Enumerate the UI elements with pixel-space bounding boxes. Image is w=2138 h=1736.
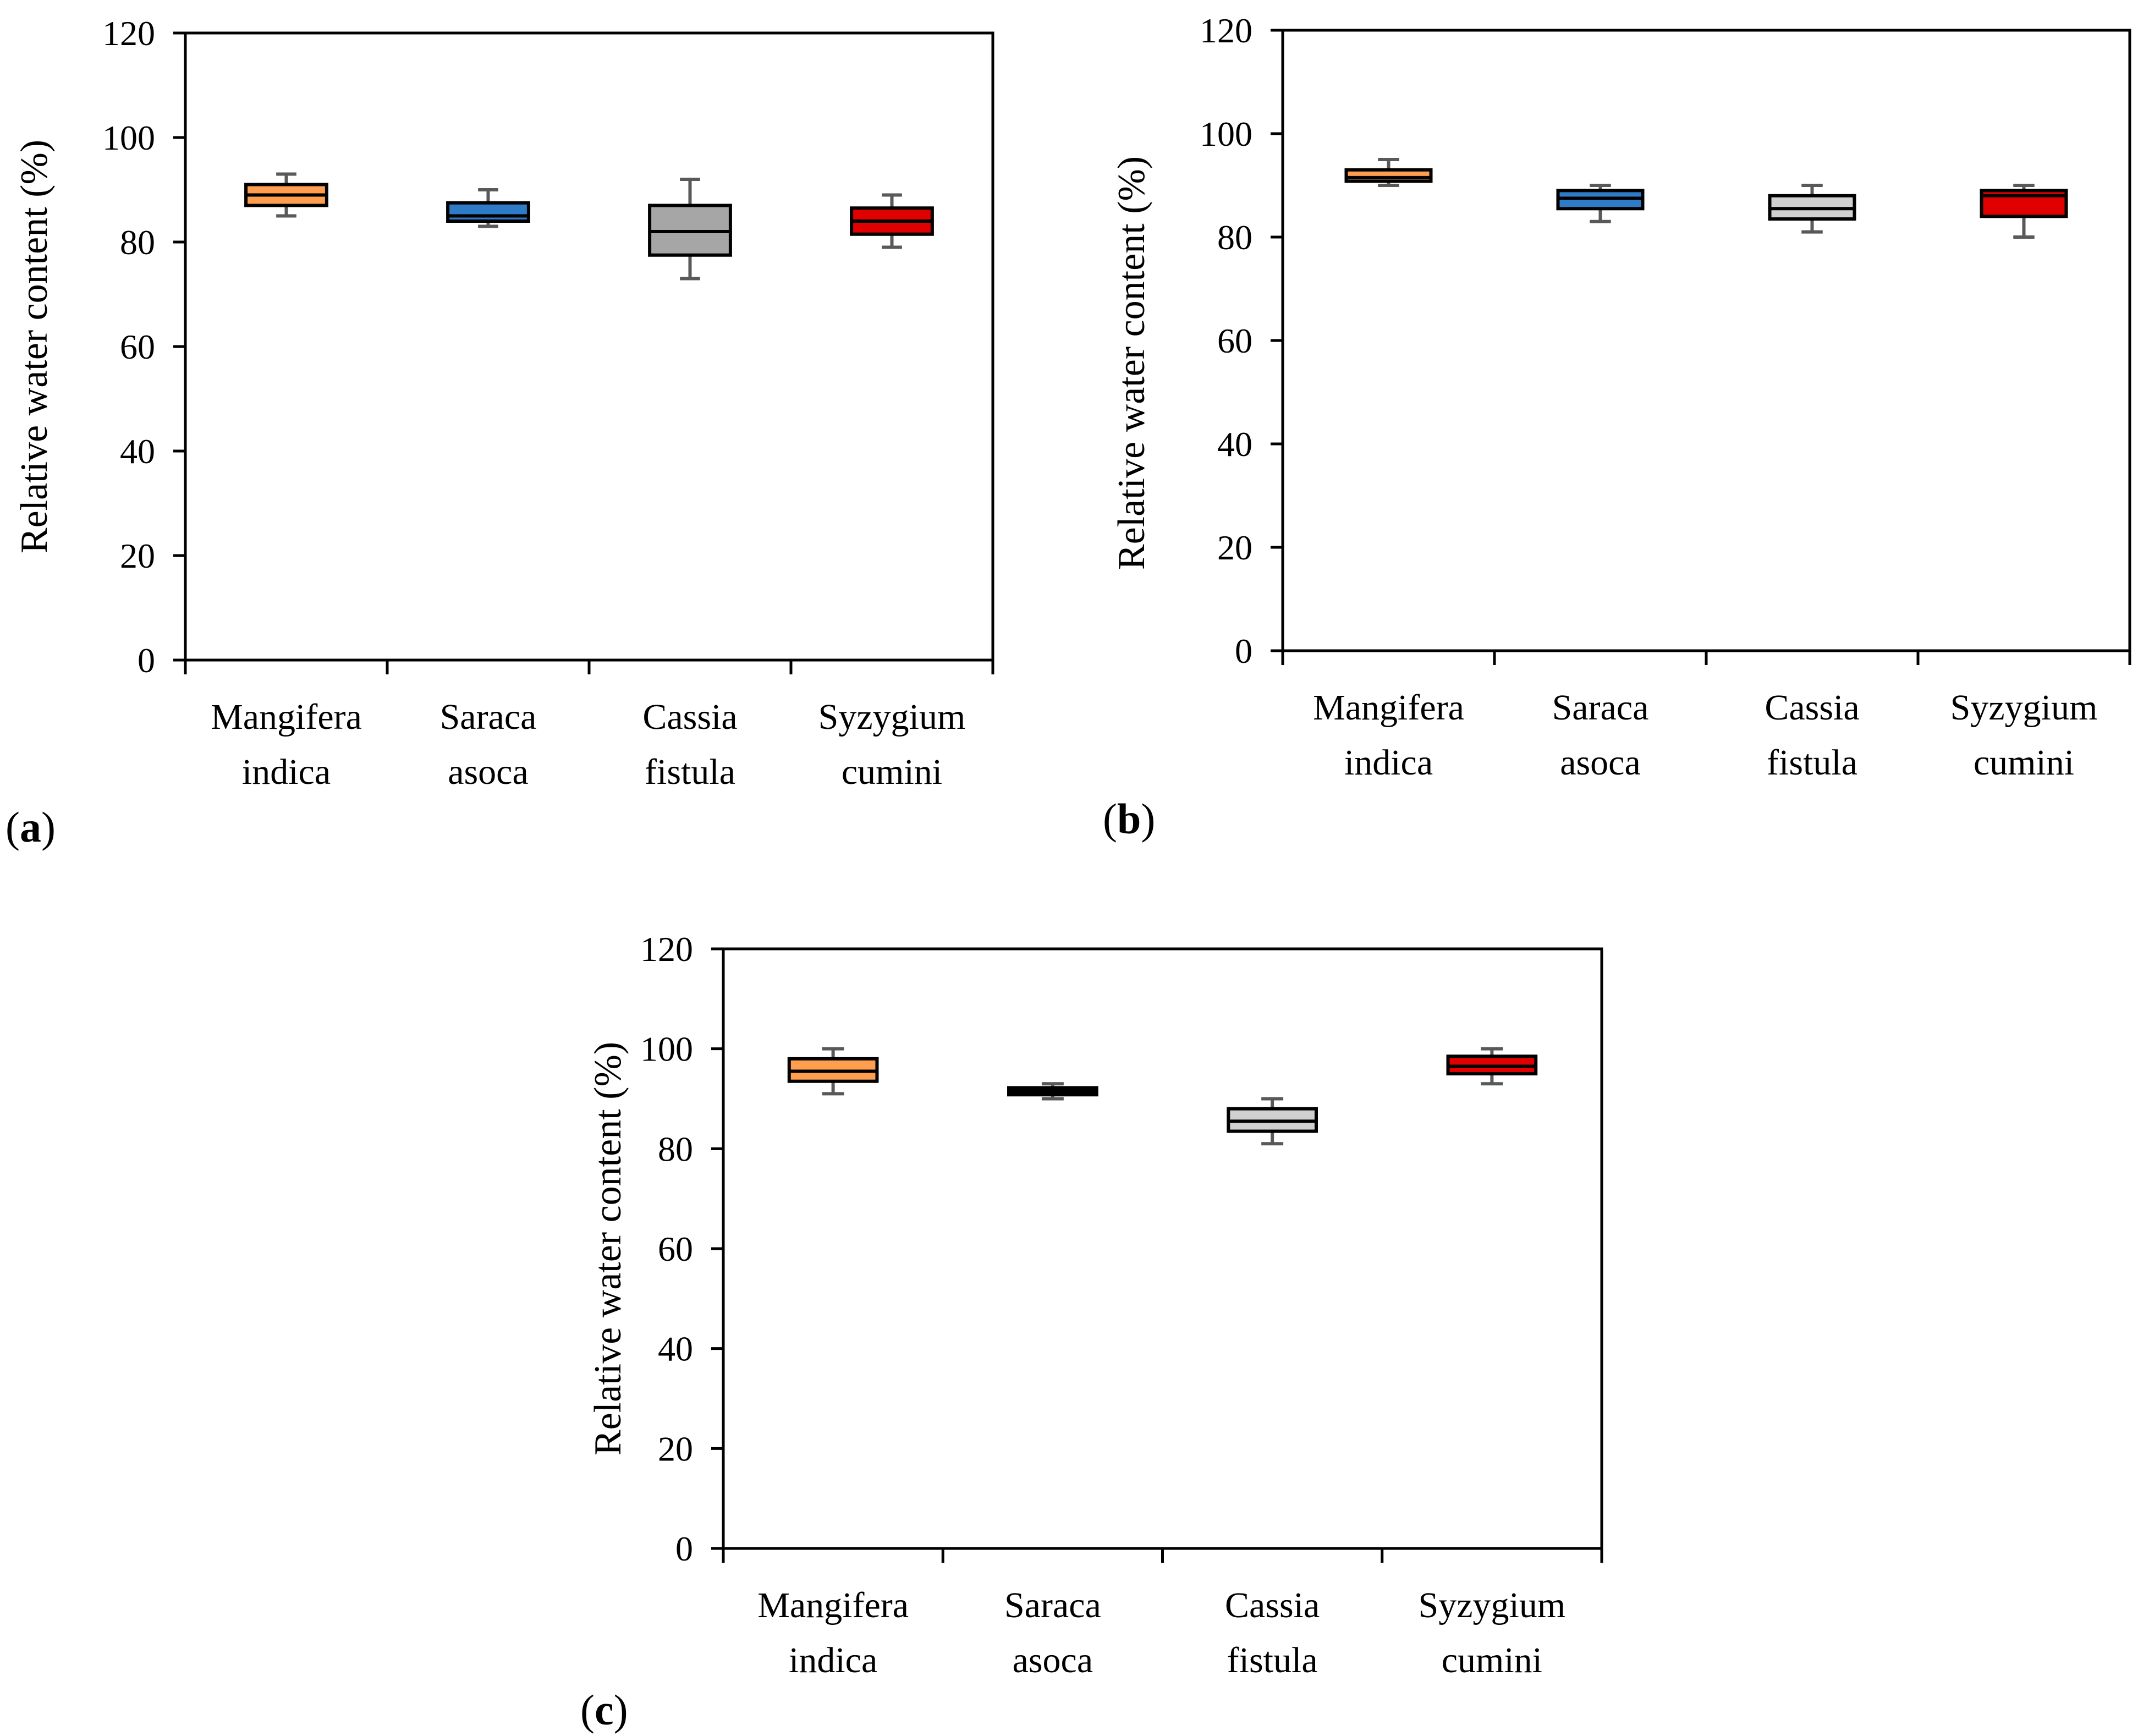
y-tick-label: 0	[675, 1529, 693, 1568]
iqr-box	[446, 201, 530, 223]
category-label-line1: Cassia	[1225, 1585, 1320, 1625]
panel-letter: c	[595, 1686, 614, 1734]
category-label-line2: cumini	[1442, 1640, 1542, 1680]
plot-frame	[722, 947, 1603, 1550]
panel-label: (b)	[1103, 795, 1155, 843]
y-tick-label: 0	[1235, 631, 1252, 671]
y-tick-label: 60	[658, 1229, 693, 1268]
panel-letter: a	[20, 803, 41, 851]
category-label-line2: fistula	[1767, 743, 1857, 783]
box-4	[850, 193, 934, 249]
category-label-line1: Cassia	[1765, 688, 1859, 728]
panel-label: (a)	[6, 803, 56, 851]
y-tick-label: 60	[120, 327, 155, 366]
panel-paren-open: (	[580, 1686, 595, 1734]
category-label-line1: Syzygium	[1419, 1585, 1566, 1625]
category-label-line2: fistula	[645, 752, 735, 792]
y-tick-label: 20	[120, 536, 155, 575]
y-tick-label: 20	[658, 1429, 693, 1468]
panel-paren-open: (	[6, 803, 20, 851]
iqr-box	[1344, 168, 1433, 183]
category-label-line2: asoca	[1560, 743, 1641, 783]
category-label-line1: Syzygium	[818, 697, 966, 737]
y-tick-label: 120	[102, 14, 155, 53]
category-label-line2: fistula	[1227, 1640, 1318, 1680]
chart-panel-c: 0 20 40 60 80 100 120 Mangifera indica Saraca asoc…	[580, 930, 1603, 1734]
y-tick-label: 100	[640, 1030, 693, 1069]
plot-frame	[1281, 29, 2131, 652]
box-2	[1556, 184, 1645, 223]
y-tick-label: 80	[658, 1129, 693, 1168]
category-label-line1: Saraca	[1004, 1585, 1101, 1625]
category-label-line1: Mangifera	[211, 697, 362, 737]
category-label-line2: indica	[789, 1640, 877, 1680]
y-tick-label: 100	[102, 118, 155, 157]
category-label-line2: indica	[1344, 743, 1433, 783]
y-tick-label: 120	[1200, 11, 1252, 50]
box-2	[1007, 1082, 1098, 1101]
category-label-line1: Cassia	[642, 697, 737, 737]
category-label-line2: indica	[242, 752, 331, 792]
box-2	[446, 188, 530, 228]
box-3	[648, 178, 732, 281]
y-tick-label: 80	[120, 223, 155, 262]
y-tick-label: 40	[120, 432, 155, 471]
category-label-line1: Mangifera	[757, 1585, 909, 1625]
category-label-line2: cumini	[1974, 743, 2074, 783]
category-label-line1: Saraca	[1552, 688, 1649, 728]
category-label-line1: Saraca	[440, 697, 537, 737]
y-tick-label: 80	[1217, 218, 1252, 257]
category-label-line1: Syzygium	[1950, 688, 2098, 728]
panel-label: (c)	[580, 1686, 628, 1734]
y-tick-label: 0	[138, 641, 155, 680]
panel-paren-open: (	[1103, 795, 1117, 843]
box-3	[1227, 1097, 1318, 1146]
y-tick-label: 20	[1217, 528, 1252, 567]
y-tick-label: 100	[1200, 114, 1252, 153]
y-axis-label: Relative water content (%)	[587, 1042, 629, 1455]
panel-paren-close: )	[1141, 795, 1155, 843]
category-label-line2: asoca	[448, 752, 529, 792]
y-axis-label: Relative water content (%)	[13, 140, 56, 553]
box-1	[787, 1047, 879, 1096]
category-label-line1: Mangifera	[1313, 688, 1464, 728]
y-tick-label: 60	[1217, 321, 1252, 360]
plot-frame	[184, 31, 994, 662]
chart-panel-b: 0 20 40 60 80 100 120 Mangifera indica Saraca asoc…	[1103, 11, 2131, 843]
y-axis-label: Relative water content (%)	[1111, 156, 1153, 570]
y-tick-label: 40	[658, 1330, 693, 1369]
panel-letter: b	[1117, 795, 1141, 843]
box-1	[244, 172, 328, 218]
y-tick-label: 40	[1217, 425, 1252, 464]
y-tick-label: 120	[640, 930, 693, 969]
category-label-line2: asoca	[1013, 1640, 1093, 1680]
chart-panel-a: 0 20 40 60 80 100 120 Mangifera indica Saraca asoc…	[6, 14, 994, 851]
box-4	[1446, 1047, 1538, 1086]
category-label-line2: cumini	[842, 752, 942, 792]
box-1	[1344, 158, 1433, 187]
box-4	[1980, 184, 2068, 239]
panel-paren-close: )	[614, 1686, 628, 1734]
panel-paren-close: )	[41, 803, 56, 851]
box-3	[1768, 184, 1856, 234]
